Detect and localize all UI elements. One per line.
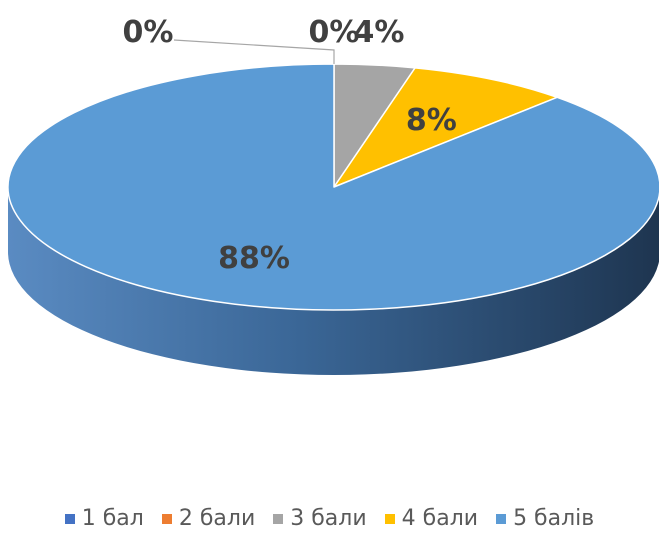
legend-label-5: 5 балів	[513, 506, 595, 531]
leader-lines	[173, 39, 335, 64]
leader-line-1	[173, 39, 335, 64]
data-label-5: 88%	[218, 241, 290, 276]
data-label-4: 8%	[406, 103, 457, 138]
pie-side-surface	[8, 187, 659, 375]
pie-slice-4	[333, 67, 558, 188]
legend-swatch-3	[273, 513, 284, 524]
legend-label-1: 1 бал	[81, 506, 144, 531]
pie-side-wall	[8, 187, 659, 375]
legend-swatch-4	[384, 513, 395, 524]
data-label-2: 0%	[309, 15, 360, 50]
data-label-1: 0%	[123, 15, 174, 50]
pie-slices	[7, 63, 659, 311]
legend-swatch-1	[64, 513, 75, 524]
legend-item-4: 4 бали	[384, 506, 479, 531]
legend-item-1: 1 бал	[64, 506, 144, 531]
legend-item-3: 3 бали	[273, 506, 367, 531]
legend: 1 бал 2 бали 3 бали 4 бали 5 балів	[0, 506, 659, 531]
legend-label-4: 4 бали	[401, 506, 479, 531]
data-labels: 0% 0%4%8%88%	[123, 15, 457, 276]
pie-slice-5	[7, 63, 659, 311]
legend-label-2: 2 бали	[178, 506, 256, 531]
data-label-3: 4%	[354, 15, 405, 50]
legend-label-3: 3 бали	[290, 506, 367, 531]
legend-swatch-2	[161, 513, 172, 524]
pie-chart-canvas: 0% 0%4%8%88%	[7, 15, 659, 375]
legend-swatch-5	[496, 513, 507, 524]
legend-item-5: 5 балів	[496, 506, 594, 531]
legend-item-2: 2 бали	[161, 506, 256, 531]
